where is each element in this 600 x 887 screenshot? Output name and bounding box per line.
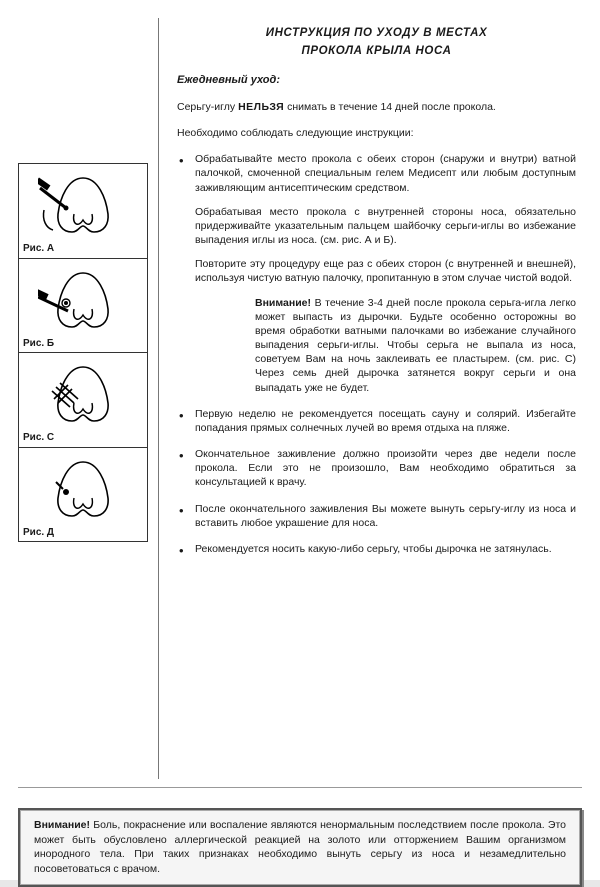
title-line-1: ИНСТРУКЦИЯ ПО УХОДУ В МЕСТАХ bbox=[177, 26, 576, 42]
figure-a-label: Рис. А bbox=[23, 240, 143, 256]
warning-box: Внимание! Боль, покраснение или воспален… bbox=[18, 808, 582, 887]
intro-paragraph-1: Серьгу-иглу НЕЛЬЗЯ снимать в течение 14 … bbox=[177, 100, 576, 114]
figure-a: Рис. А bbox=[18, 163, 148, 259]
bullet-5: Рекомендуется носить какую-либо серьгу, … bbox=[177, 542, 576, 556]
figures-column: Рис. А Рис. Б bbox=[18, 18, 148, 779]
attention-label: Внимание! bbox=[255, 297, 311, 309]
nose-diagram-c-icon bbox=[38, 359, 128, 429]
warning-label: Внимание! bbox=[34, 819, 90, 831]
attention-text: В течение 3-4 дней после прокола серьга-… bbox=[255, 297, 576, 394]
nose-diagram-a-icon bbox=[38, 170, 128, 240]
document-page: Рис. А Рис. Б bbox=[0, 0, 600, 880]
figure-b: Рис. Б bbox=[18, 259, 148, 354]
intro-nelzya: НЕЛЬЗЯ bbox=[238, 101, 284, 113]
figure-c-label: Рис. С bbox=[23, 429, 143, 445]
title-line-2: ПРОКОЛА КРЫЛА НОСА bbox=[177, 44, 576, 60]
bullet-4: После окончательного заживления Вы может… bbox=[177, 502, 576, 530]
figure-d: Рис. Д bbox=[18, 448, 148, 543]
main-content-area: Рис. А Рис. Б bbox=[18, 18, 582, 788]
figure-b-label: Рис. Б bbox=[23, 335, 143, 351]
bullet-1-text: Обрабатывайте место прокола с обеих стор… bbox=[195, 153, 576, 193]
intro-text-1b: снимать в течение 14 дней после прокола. bbox=[284, 101, 496, 113]
attention-paragraph: Внимание! В течение 3-4 дней после проко… bbox=[195, 296, 576, 395]
nose-diagram-b-icon bbox=[38, 265, 128, 335]
figure-c: Рис. С bbox=[18, 353, 148, 448]
warning-text: Боль, покраснение или воспаление являютс… bbox=[34, 819, 566, 875]
bullet-1: Обрабатывайте место прокола с обеих стор… bbox=[177, 152, 576, 395]
figure-d-label: Рис. Д bbox=[23, 524, 143, 540]
intro-text-1a: Серьгу-иглу bbox=[177, 101, 238, 113]
intro-paragraph-2: Необходимо соблюдать следующие инструкци… bbox=[177, 126, 576, 140]
daily-care-heading: Ежедневный уход: bbox=[177, 73, 576, 88]
bullet-2: Первую неделю не рекомендуется посещать … bbox=[177, 407, 576, 435]
instruction-list: Обрабатывайте место прокола с обеих стор… bbox=[177, 152, 576, 556]
bullet-1-sub-1: Обрабатывая место прокола с внутренней с… bbox=[195, 205, 576, 248]
text-column: ИНСТРУКЦИЯ ПО УХОДУ В МЕСТАХ ПРОКОЛА КРЫ… bbox=[158, 18, 582, 779]
bullet-3: Окончательное заживление должно произойт… bbox=[177, 447, 576, 490]
bullet-1-sub-2: Повторите эту процедуру еще раз с обеих … bbox=[195, 257, 576, 285]
nose-diagram-d-icon bbox=[38, 454, 128, 524]
